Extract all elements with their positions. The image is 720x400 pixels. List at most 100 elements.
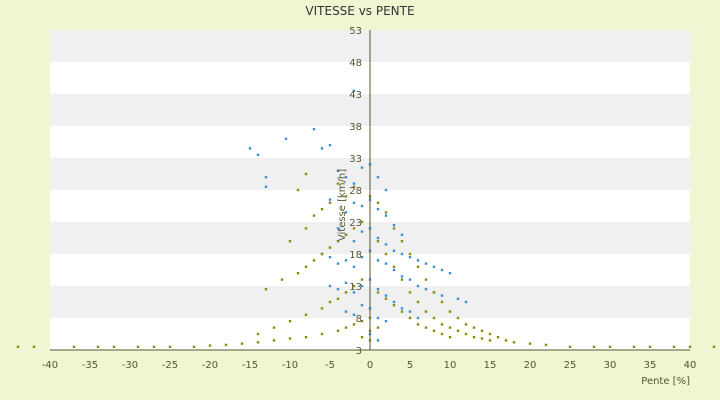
data-point (224, 343, 228, 347)
y-tick-label: 28 (349, 186, 362, 197)
x-tick-label: -20 (202, 360, 218, 371)
data-point (392, 304, 396, 307)
x-tick-label: -25 (162, 360, 178, 371)
data-point (328, 256, 332, 259)
x-tick-label: -40 (42, 360, 58, 371)
data-point (376, 236, 380, 240)
data-point (328, 246, 332, 249)
data-point (424, 310, 428, 313)
data-point (400, 252, 404, 256)
x-tick-label: -30 (122, 360, 138, 371)
data-point (416, 284, 420, 288)
data-point (288, 320, 292, 323)
data-point (456, 316, 460, 320)
y-tick-label: 33 (349, 154, 362, 165)
data-point (376, 316, 380, 320)
data-point (344, 310, 348, 313)
data-point (416, 265, 420, 268)
data-point (304, 172, 308, 176)
data-point (320, 252, 324, 256)
data-point (312, 259, 316, 262)
data-point (408, 256, 412, 259)
data-point (344, 281, 348, 284)
y-tick-label: 8 (356, 314, 362, 325)
data-point (344, 233, 348, 236)
data-point (448, 272, 452, 275)
data-point (416, 316, 420, 320)
data-point (648, 345, 652, 348)
data-point (376, 240, 380, 243)
data-point (304, 227, 308, 230)
x-tick-label: 0 (367, 360, 373, 371)
data-point (480, 337, 484, 340)
x-axis-label: Pente [%] (641, 376, 690, 387)
data-point (320, 208, 324, 211)
data-point (360, 336, 364, 339)
data-point (544, 343, 548, 347)
data-point (400, 233, 404, 236)
data-point (464, 332, 468, 336)
y-tick-label: 13 (349, 282, 362, 293)
data-point (392, 300, 396, 304)
data-point (456, 297, 460, 300)
y-axis-label: Vitesse [km/h] (337, 169, 348, 241)
data-point (96, 345, 100, 348)
data-point (352, 240, 356, 243)
data-point (408, 316, 412, 320)
x-tick-label: -10 (282, 360, 298, 371)
data-point (296, 272, 300, 275)
data-point (256, 153, 260, 156)
data-point (284, 137, 288, 140)
data-point (488, 339, 492, 342)
y-tick-label: 48 (349, 58, 362, 69)
x-tick-label: 15 (484, 360, 497, 371)
data-point (272, 326, 276, 329)
y-tick-label: 53 (349, 26, 362, 37)
data-point (264, 185, 268, 188)
data-point (488, 332, 492, 336)
x-tick-label: 30 (604, 360, 617, 371)
data-point (240, 342, 244, 345)
x-tick-label: -15 (242, 360, 258, 371)
data-point (568, 345, 572, 348)
data-point (360, 304, 364, 307)
data-point (360, 256, 364, 259)
data-point (352, 227, 356, 230)
data-point (400, 310, 404, 313)
x-tick-label: -35 (82, 360, 98, 371)
data-point (408, 291, 412, 294)
data-point (408, 278, 412, 281)
data-point (416, 259, 420, 262)
data-point (400, 307, 404, 310)
data-point (360, 278, 364, 281)
data-point (280, 278, 284, 281)
data-point (288, 240, 292, 243)
data-point (320, 147, 324, 150)
data-point (272, 339, 276, 342)
data-point (424, 288, 428, 291)
data-point (296, 188, 300, 192)
data-point (376, 339, 380, 342)
data-point (320, 332, 324, 336)
data-point (352, 185, 356, 188)
data-point (376, 201, 380, 204)
data-point (352, 89, 356, 92)
data-point (408, 310, 412, 313)
data-point (352, 265, 356, 268)
data-point (16, 345, 20, 348)
x-tick-label: 25 (564, 360, 577, 371)
data-point (688, 345, 692, 348)
data-point (312, 214, 316, 217)
data-point (432, 265, 436, 268)
data-point (72, 345, 76, 348)
data-point (352, 284, 356, 288)
data-point (256, 332, 260, 336)
data-point (360, 284, 364, 288)
data-point (448, 310, 452, 313)
x-tick-label: 35 (644, 360, 657, 371)
data-point (528, 342, 532, 345)
data-point (384, 294, 388, 297)
data-point (392, 268, 396, 272)
data-point (496, 336, 500, 339)
